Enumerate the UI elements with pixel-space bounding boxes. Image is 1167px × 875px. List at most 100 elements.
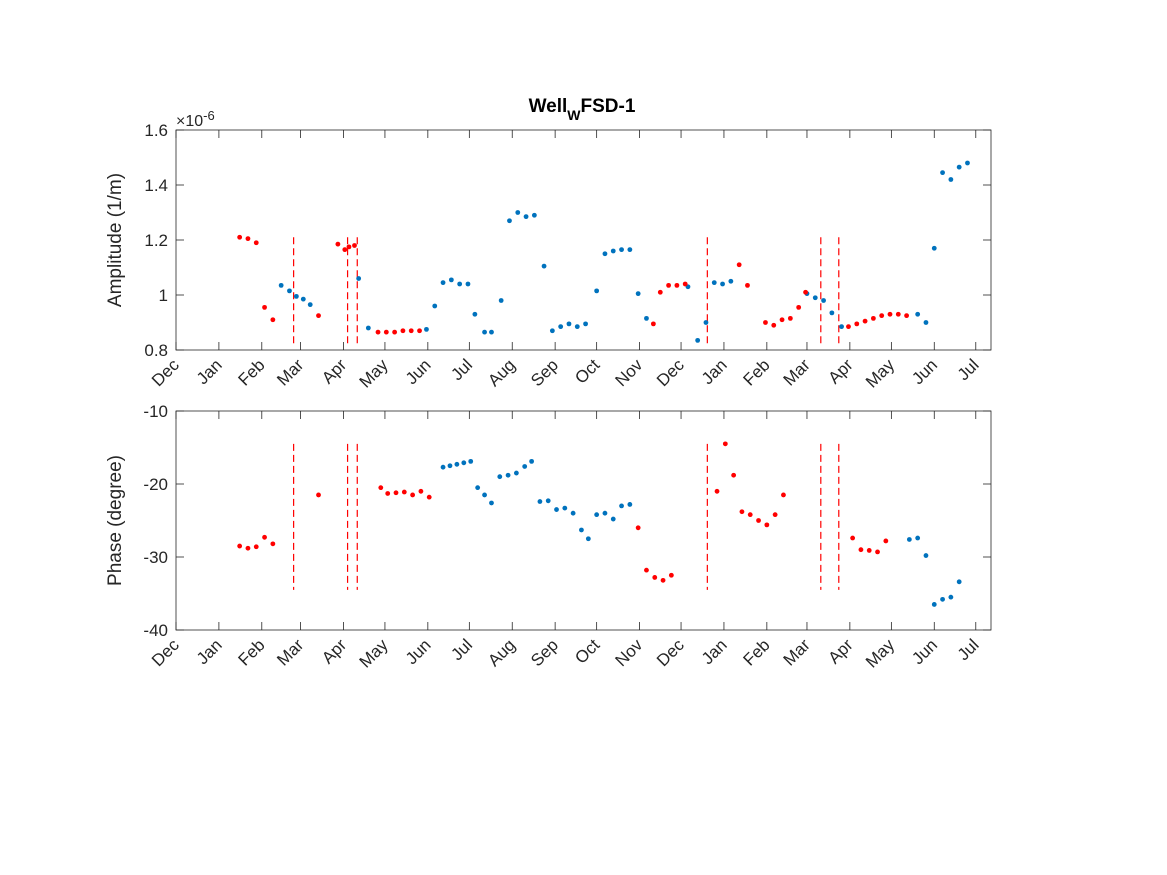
data-point	[558, 324, 564, 330]
data-point	[537, 499, 543, 504]
data-point	[682, 281, 688, 287]
data-point	[505, 472, 511, 478]
data-point	[574, 324, 580, 330]
data-point	[287, 288, 292, 294]
data-point	[821, 298, 826, 303]
data-point	[385, 491, 391, 496]
data-point	[262, 304, 267, 310]
data-point	[915, 535, 921, 541]
data-point	[448, 277, 454, 283]
data-point	[270, 541, 276, 547]
data-point	[531, 212, 537, 218]
data-point	[931, 245, 937, 251]
data-point	[457, 281, 463, 287]
data-point	[424, 326, 429, 332]
data-point	[745, 282, 750, 288]
data-point	[627, 247, 633, 253]
data-point	[549, 328, 555, 334]
y-tick-label: -30	[143, 548, 168, 567]
data-point	[554, 507, 559, 512]
exponent-base: ×10	[176, 113, 203, 130]
data-point	[440, 464, 446, 470]
data-point	[507, 218, 512, 224]
data-point	[417, 328, 422, 334]
data-point	[566, 321, 572, 327]
data-point	[602, 510, 608, 516]
data-point	[432, 303, 438, 309]
y-axis-label: Phase (degree)	[105, 455, 126, 586]
data-point	[253, 240, 259, 246]
data-point	[237, 543, 243, 549]
data-point	[475, 485, 481, 491]
data-point	[489, 329, 494, 335]
data-point	[650, 321, 656, 327]
data-point	[400, 328, 406, 334]
data-point	[875, 549, 880, 555]
data-point	[515, 210, 521, 215]
data-point	[482, 492, 487, 498]
data-point	[703, 320, 709, 325]
data-point	[489, 500, 494, 506]
data-point	[660, 577, 666, 583]
data-point	[346, 244, 352, 250]
data-point	[772, 512, 778, 518]
data-point	[410, 492, 416, 498]
data-point	[956, 579, 962, 585]
data-point	[668, 572, 674, 578]
data-point	[307, 302, 313, 308]
data-point	[335, 241, 341, 247]
axes-box	[175, 410, 992, 631]
data-point	[245, 545, 251, 551]
data-point	[829, 310, 835, 316]
data-point	[497, 474, 503, 480]
data-point	[472, 311, 478, 317]
data-point	[408, 328, 414, 334]
y-tick-label: 1	[159, 286, 168, 305]
data-point	[948, 594, 954, 600]
data-point	[657, 289, 663, 295]
data-point	[644, 315, 649, 321]
data-point	[237, 234, 243, 240]
data-point	[278, 282, 284, 288]
data-point	[812, 295, 818, 301]
data-point	[482, 329, 487, 335]
data-point	[570, 510, 576, 516]
data-point	[722, 441, 728, 447]
data-point	[883, 538, 889, 544]
data-point	[764, 522, 770, 528]
data-point	[736, 262, 742, 268]
data-point	[965, 160, 970, 166]
data-point	[635, 291, 641, 297]
data-point	[594, 512, 600, 518]
data-point	[300, 296, 306, 302]
data-point	[393, 490, 399, 496]
data-point	[870, 315, 876, 321]
data-point	[465, 281, 471, 287]
data-point	[245, 236, 251, 242]
data-point	[426, 494, 432, 500]
data-point	[610, 516, 616, 522]
data-point	[545, 498, 551, 504]
data-point	[392, 329, 398, 335]
data-point	[779, 317, 785, 323]
data-point	[594, 288, 600, 294]
data-point	[904, 313, 909, 319]
y-tick-label: -40	[143, 621, 168, 640]
data-point	[711, 280, 717, 286]
data-point	[270, 317, 276, 323]
data-point	[931, 602, 937, 607]
data-point	[674, 282, 680, 288]
data-point	[940, 596, 945, 602]
data-point	[906, 537, 912, 542]
data-point	[728, 278, 734, 284]
data-point	[923, 320, 929, 325]
data-point	[579, 527, 584, 533]
data-point	[858, 547, 864, 553]
data-point	[796, 304, 802, 310]
data-point	[401, 489, 407, 495]
y-tick-label: -10	[143, 402, 168, 421]
data-point	[352, 243, 357, 248]
data-point	[879, 313, 885, 319]
data-point	[720, 281, 725, 287]
